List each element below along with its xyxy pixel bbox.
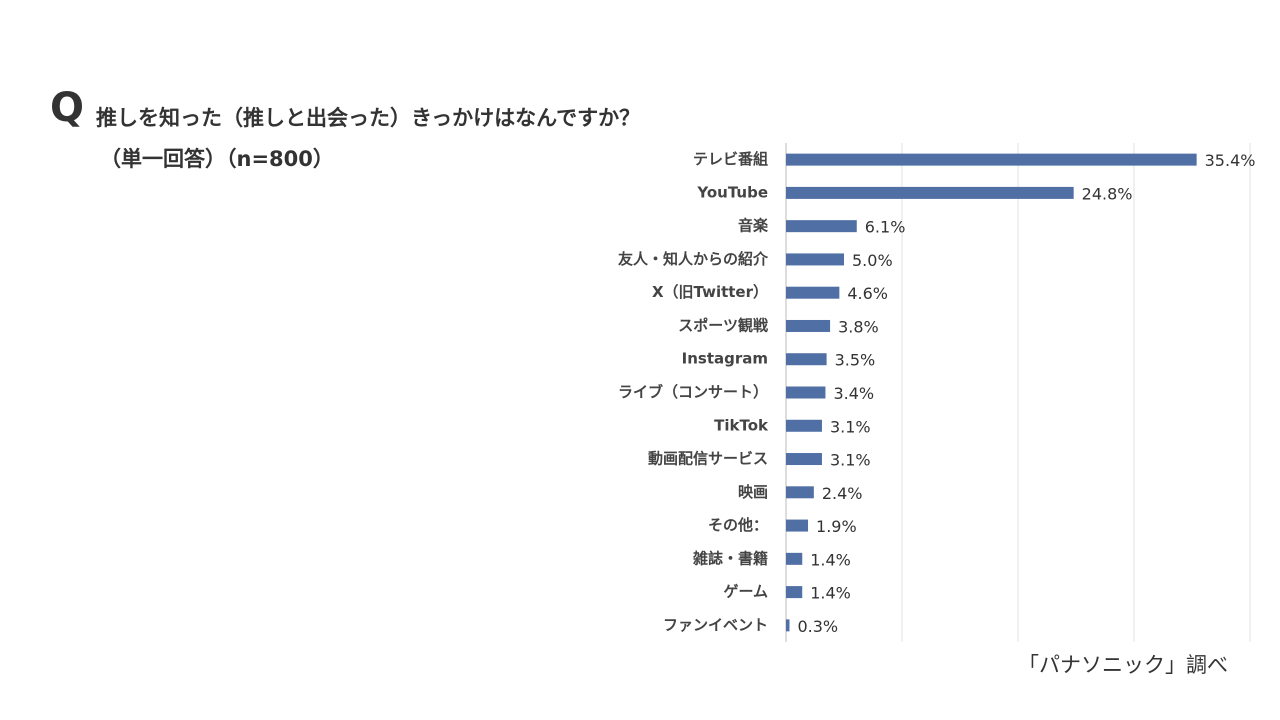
y-tick-label: TikTok <box>714 416 769 434</box>
y-tick-label: ライブ（コンサート） <box>618 383 768 401</box>
source-note: 「パナソニック」調べ <box>1018 653 1228 677</box>
bar <box>786 586 803 599</box>
value-label: 1.4% <box>810 550 851 569</box>
bar <box>786 552 803 565</box>
bar <box>786 419 822 432</box>
y-tick-label: 動画配信サービス <box>648 450 768 468</box>
y-tick-label: テレビ番組 <box>693 150 768 168</box>
chart-title: 推しを知った（推しと出会った）きっかけはなんですか？ <box>96 106 640 130</box>
bar <box>786 486 814 499</box>
question-label: Q <box>50 85 84 131</box>
value-label: 5.0% <box>852 251 893 270</box>
bar <box>786 286 840 299</box>
bar <box>786 519 809 532</box>
value-label: 0.3% <box>797 617 838 636</box>
y-tick-label: ゲーム <box>723 583 768 601</box>
bar <box>786 319 831 332</box>
y-tick-label: 映画 <box>738 483 768 501</box>
y-tick-label: ファンイベント <box>663 616 768 634</box>
value-label: 3.1% <box>830 451 871 470</box>
value-label: 3.8% <box>838 317 879 336</box>
value-label: 24.8% <box>1082 184 1133 203</box>
chart-subtitle: （単一回答）（n=800） <box>100 147 334 171</box>
bar <box>786 453 822 466</box>
bar <box>786 253 844 266</box>
value-label: 6.1% <box>865 218 906 237</box>
bar <box>786 353 827 366</box>
value-label: 3.5% <box>835 351 876 370</box>
bar <box>786 220 857 233</box>
y-tick-label: 雑誌・書籍 <box>692 549 768 567</box>
bar <box>786 619 790 632</box>
y-tick-label: 音楽 <box>738 217 769 235</box>
bar <box>786 386 826 399</box>
value-label: 35.4% <box>1205 151 1256 170</box>
y-tick-label: X（旧Twitter） <box>652 283 768 301</box>
y-tick-label: スポーツ観戦 <box>678 316 769 334</box>
value-label: 3.4% <box>833 384 874 403</box>
value-label: 1.9% <box>816 517 857 536</box>
y-tick-label: 友人・知人からの紹介 <box>618 250 769 268</box>
bar <box>786 153 1197 166</box>
value-label: 2.4% <box>822 484 863 503</box>
value-label: 1.4% <box>810 584 851 603</box>
bar <box>786 186 1074 199</box>
value-label: 3.1% <box>830 417 871 436</box>
y-tick-label: その他： <box>708 516 768 534</box>
y-tick-label: YouTube <box>696 183 768 201</box>
y-tick-label: Instagram <box>682 350 768 368</box>
value-label: 4.6% <box>847 284 888 303</box>
